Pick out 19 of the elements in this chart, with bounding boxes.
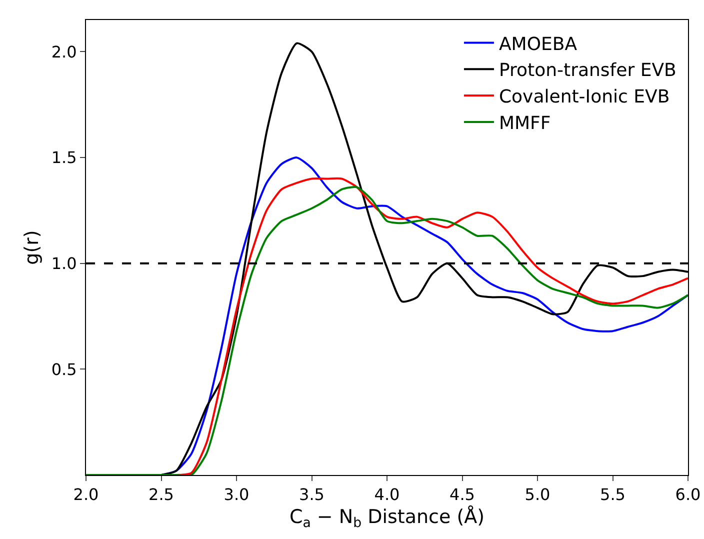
legend-label: AMOEBA bbox=[498, 34, 578, 55]
x-tick-label: 3.5 bbox=[299, 485, 324, 504]
legend-label: Covalent-Ionic EVB bbox=[498, 86, 670, 108]
legend-label: Proton-transfer EVB bbox=[498, 60, 676, 82]
y-tick-label: 0.5 bbox=[51, 360, 77, 379]
x-axis-title: C$_{a}$ − N$_{b}$ Distance (Å) bbox=[289, 505, 485, 531]
x-tick-label: 5.0 bbox=[524, 485, 550, 504]
x-tick-label: 2.5 bbox=[148, 485, 174, 504]
x-tick-label: 6.0 bbox=[675, 485, 701, 504]
y-tick-label: 1.0 bbox=[51, 254, 77, 273]
legend-label: MMFF bbox=[498, 112, 551, 134]
x-tick-label: 4.5 bbox=[450, 485, 475, 504]
y-axis-title: g(r) bbox=[21, 230, 43, 265]
x-tick-label: 5.5 bbox=[600, 485, 626, 504]
x-tick-label: 3.0 bbox=[224, 485, 250, 504]
x-tick-label: 2.0 bbox=[73, 485, 99, 504]
y-tick-label: 1.5 bbox=[51, 148, 77, 168]
x-tick-label: 4.0 bbox=[374, 485, 400, 504]
y-tick-label: 2.0 bbox=[51, 42, 77, 62]
